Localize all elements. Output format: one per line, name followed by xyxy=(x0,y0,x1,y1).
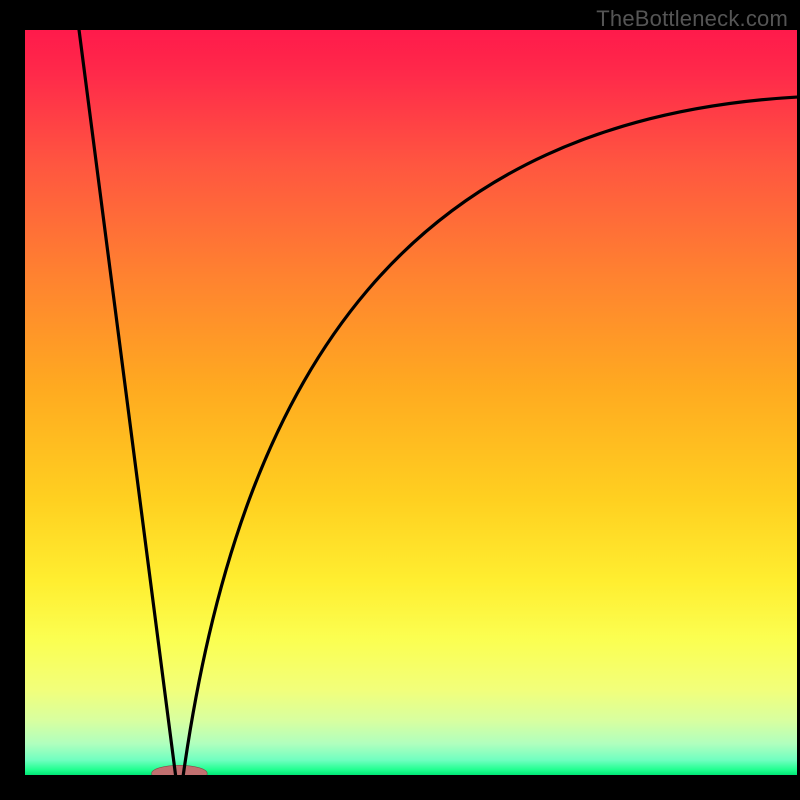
bottleneck-chart: TheBottleneck.com xyxy=(0,0,800,800)
chart-svg xyxy=(0,0,800,800)
watermark-text: TheBottleneck.com xyxy=(596,6,788,32)
chart-plot-bg xyxy=(25,30,797,775)
